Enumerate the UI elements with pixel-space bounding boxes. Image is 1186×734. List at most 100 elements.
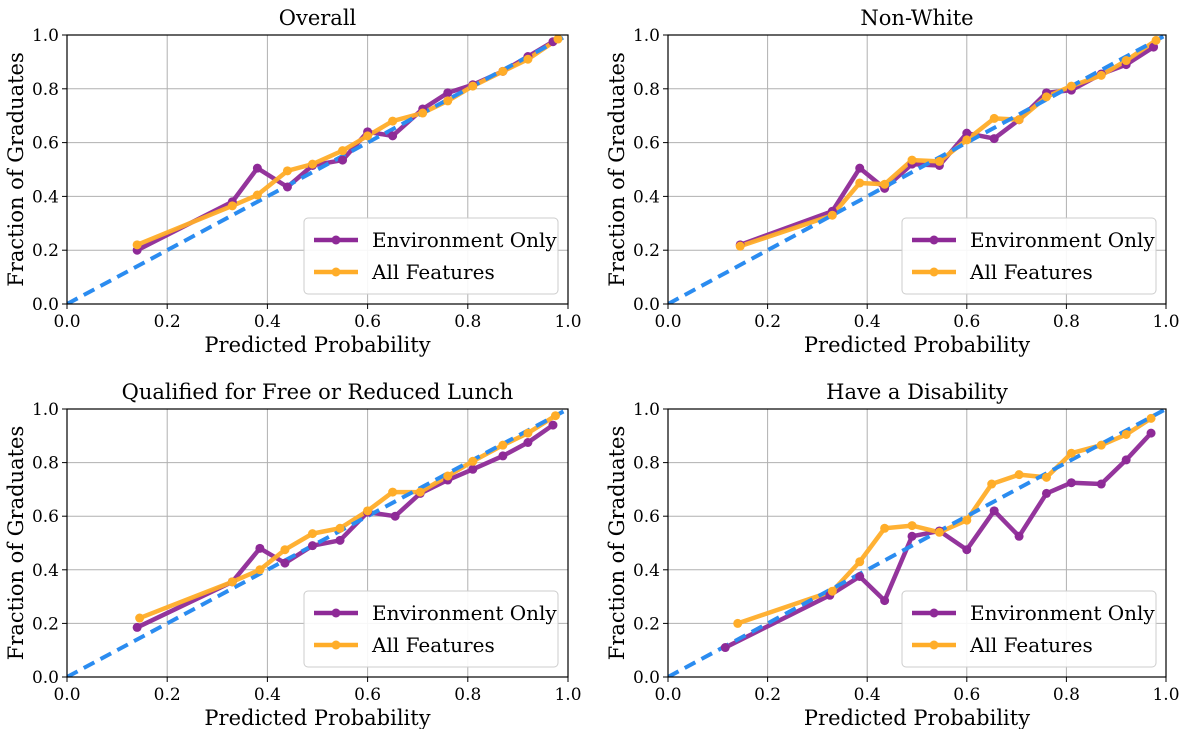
y-tick-label: 0.6	[32, 507, 59, 527]
legend-marker	[929, 267, 939, 277]
series-line-all-features	[739, 38, 1158, 249]
x-tick-label: 0.8	[1053, 312, 1080, 332]
y-tick-label: 0.2	[633, 614, 660, 634]
x-tick-label: 0.2	[754, 312, 781, 332]
x-tick-label: 0.6	[953, 312, 980, 332]
y-axis-label: Fraction of Graduates	[4, 52, 28, 286]
y-tick-label: 0.2	[32, 614, 59, 634]
data-point	[735, 241, 745, 251]
data-point	[468, 456, 478, 466]
x-tick-label: 0.6	[354, 685, 381, 705]
axes-frame	[667, 34, 1167, 305]
x-tick-label: 0.2	[154, 685, 181, 705]
data-point	[548, 420, 558, 430]
legend: Environment Only All Features	[901, 590, 1157, 668]
legend-marker	[331, 608, 341, 618]
y-tick-label: 1.0	[32, 400, 59, 420]
data-point	[827, 586, 837, 596]
data-point	[468, 464, 478, 474]
y-tick-label: 0.0	[633, 295, 660, 315]
data-point	[227, 201, 237, 211]
y-tick-label: 0.2	[32, 241, 59, 261]
data-point	[1121, 429, 1131, 439]
data-point	[880, 596, 890, 606]
data-point	[962, 545, 972, 555]
x-axis-label: Predicted Probability	[804, 333, 1030, 357]
x-tick-label: 0.2	[754, 685, 781, 705]
data-point	[1096, 479, 1106, 489]
data-point	[934, 527, 944, 537]
data-point	[132, 240, 142, 250]
y-axis-label: Fraction of Graduates	[4, 426, 28, 660]
data-point	[468, 81, 478, 91]
data-point	[1041, 92, 1051, 102]
y-tick-label: 0.0	[633, 668, 660, 688]
legend-label: All Features	[371, 260, 495, 284]
y-tick-label: 0.0	[32, 295, 59, 315]
legend-marker	[929, 235, 939, 245]
data-point	[1014, 115, 1024, 125]
data-point	[1066, 448, 1076, 458]
data-point	[1096, 440, 1106, 450]
legend-label: All Features	[969, 260, 1093, 284]
data-point	[307, 159, 317, 169]
plot-area	[67, 35, 568, 304]
legend-label: Environment Only	[970, 601, 1155, 625]
data-point	[989, 506, 999, 516]
subplot-title: Overall	[279, 6, 357, 30]
data-point	[227, 577, 237, 587]
x-axis-label: Predicted Probability	[204, 333, 430, 357]
data-point	[907, 155, 917, 165]
x-tick-label: 1.0	[554, 312, 581, 332]
y-tick-label: 1.0	[32, 26, 59, 46]
data-point	[1041, 488, 1051, 498]
data-point	[855, 163, 865, 173]
x-tick-label: 1.0	[554, 685, 581, 705]
data-point	[907, 531, 917, 541]
x-tick-label: 0.0	[53, 312, 80, 332]
x-tick-label: 0.8	[454, 685, 481, 705]
data-point	[1121, 56, 1131, 66]
data-point	[1146, 413, 1156, 423]
data-point	[523, 428, 533, 438]
data-point	[523, 54, 533, 64]
data-point	[388, 487, 398, 497]
y-tick-label: 0.4	[633, 561, 660, 581]
subplot-title: Have a Disability	[826, 380, 1008, 404]
data-point	[855, 572, 865, 581]
data-point	[1014, 470, 1024, 480]
series-line-environment-only	[136, 423, 555, 630]
y-tick-label: 0.8	[633, 80, 660, 100]
x-tick-label: 0.0	[654, 685, 681, 705]
legend-box	[303, 217, 559, 295]
y-tick-label: 0.4	[32, 187, 59, 207]
subplot-1: 0.0 0.2 0.4 0.6 0.8 1.0 0.0 0.2 0.4 0.6 0.8 1.0 Over…	[4, 6, 582, 357]
legend-marker	[331, 267, 341, 277]
data-point	[388, 131, 398, 141]
data-point	[280, 558, 290, 568]
x-tick-label: 0.4	[854, 312, 881, 332]
data-point	[363, 131, 373, 141]
x-axis-label: Predicted Probability	[204, 706, 430, 729]
data-point	[1041, 472, 1051, 482]
y-tick-label: 0.6	[633, 507, 660, 527]
data-point	[733, 618, 743, 628]
legend-marker	[331, 235, 341, 245]
data-point	[989, 113, 999, 123]
data-point	[907, 521, 917, 531]
series-line-environment-only	[724, 431, 1153, 650]
axes-frame	[66, 34, 569, 305]
subplot-title: Non-White	[860, 6, 973, 30]
x-tick-label: 0.4	[854, 685, 881, 705]
data-point	[418, 108, 428, 118]
data-point	[388, 116, 398, 126]
data-point	[255, 565, 265, 575]
data-point	[855, 178, 865, 188]
data-point	[282, 182, 292, 192]
data-point	[1066, 81, 1076, 91]
legend-label: All Features	[969, 633, 1093, 657]
data-point	[135, 613, 145, 623]
y-tick-label: 1.0	[633, 26, 660, 46]
data-point	[307, 541, 317, 551]
